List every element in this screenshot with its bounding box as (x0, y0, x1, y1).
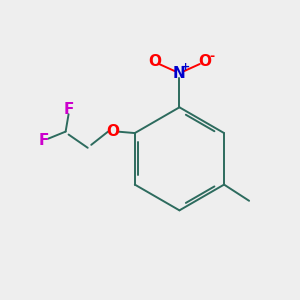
Text: O: O (106, 124, 119, 139)
Text: F: F (38, 133, 49, 148)
Text: +: + (181, 62, 190, 72)
Text: -: - (209, 50, 214, 63)
Text: O: O (198, 54, 211, 69)
Text: N: N (173, 66, 186, 81)
Text: F: F (63, 102, 74, 117)
Text: O: O (148, 54, 161, 69)
